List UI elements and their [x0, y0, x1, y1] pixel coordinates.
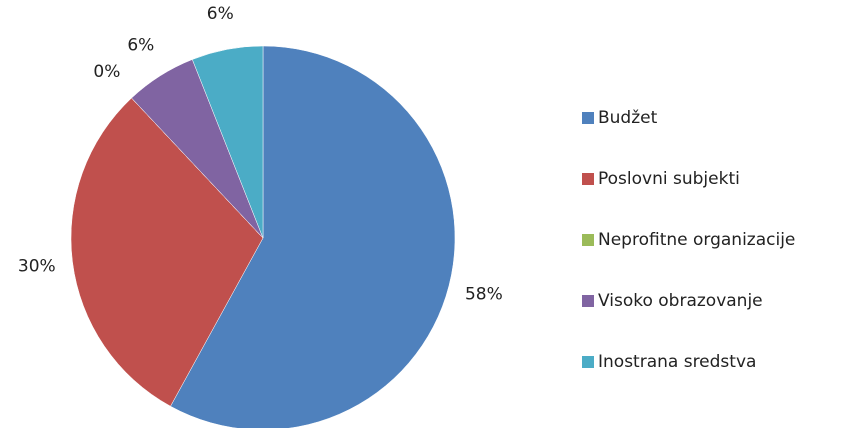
- data-label: 0%: [93, 62, 120, 82]
- data-label: 58%: [465, 285, 503, 305]
- pie-slice: [170, 45, 456, 428]
- legend-label: Neprofitne organizacije: [598, 230, 795, 250]
- legend-swatch: [582, 234, 594, 246]
- legend-label: Inostrana sredstva: [598, 352, 756, 372]
- data-label: 6%: [127, 35, 154, 55]
- pie-slice: [191, 45, 264, 239]
- pie-slice: [70, 97, 264, 407]
- data-label: 6%: [207, 4, 234, 24]
- legend-label: Budžet: [598, 108, 658, 128]
- legend-swatch: [582, 295, 594, 307]
- legend-label: Poslovni subjekti: [598, 169, 740, 189]
- legend-swatch: [582, 112, 594, 124]
- legend-swatch: [582, 173, 594, 185]
- legend-label: Visoko obrazovanje: [598, 291, 763, 311]
- legend-swatch: [582, 356, 594, 368]
- data-label: 30%: [18, 257, 56, 277]
